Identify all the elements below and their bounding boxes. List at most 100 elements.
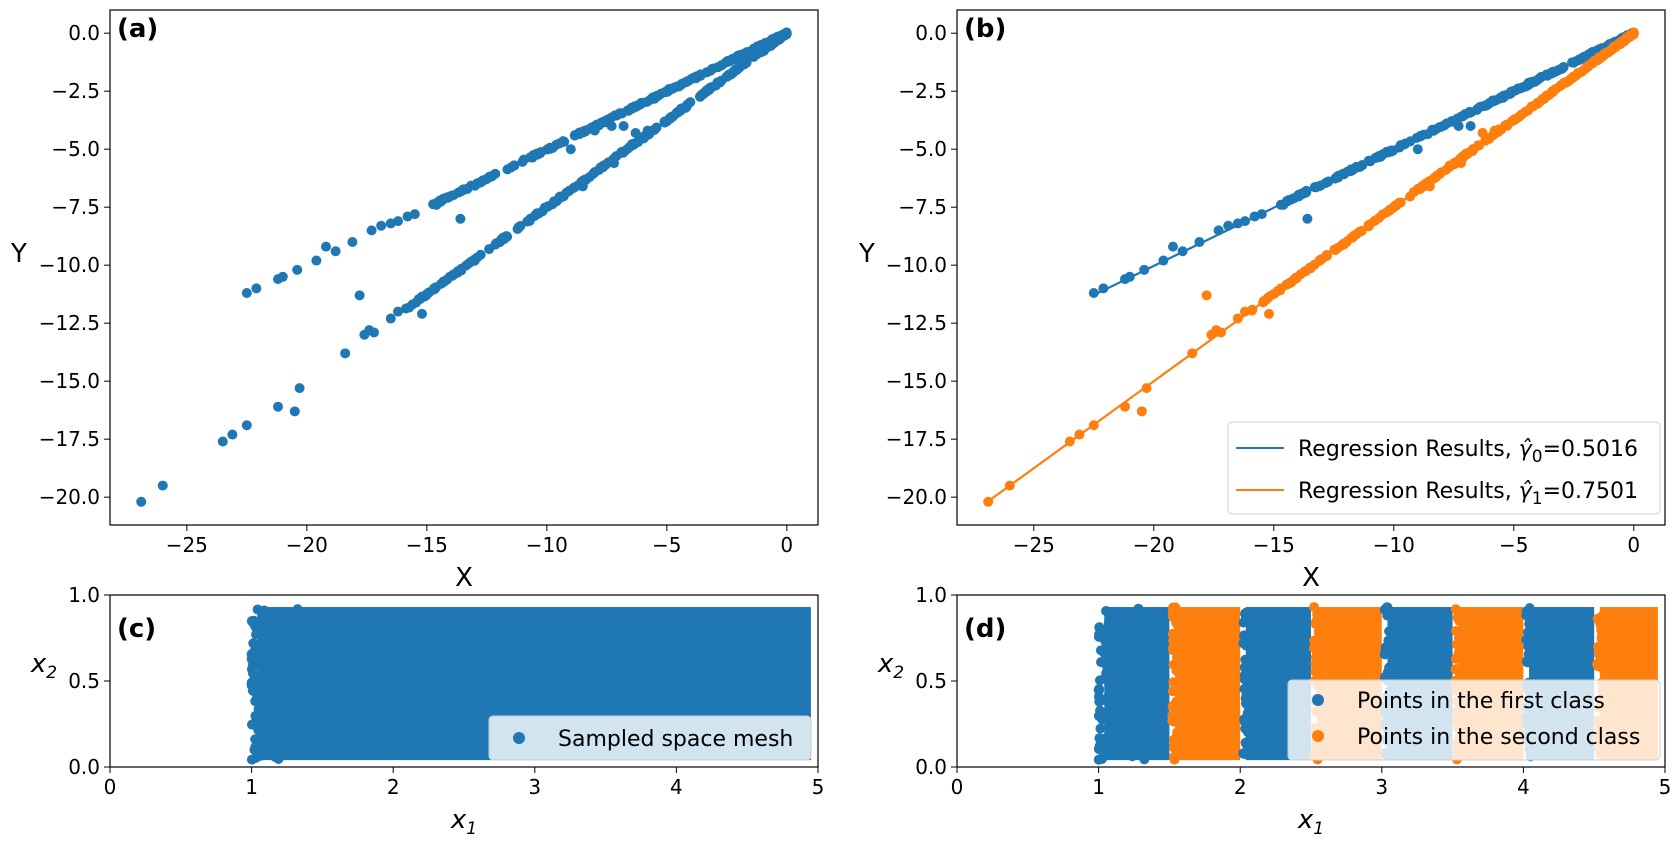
mesh-point bbox=[1171, 696, 1182, 707]
mesh-point bbox=[281, 748, 292, 759]
y-tick-label: −20.0 bbox=[886, 485, 947, 509]
y-tick-label: 0.0 bbox=[68, 21, 100, 45]
data-point bbox=[439, 276, 450, 287]
data-point bbox=[515, 221, 526, 232]
data-point bbox=[618, 120, 629, 131]
mesh-point bbox=[284, 658, 295, 669]
mesh-point bbox=[271, 686, 282, 697]
mesh-point bbox=[1454, 615, 1465, 626]
panel-d-label: (d) bbox=[964, 614, 1006, 644]
mesh-point bbox=[293, 669, 304, 680]
mesh-point bbox=[268, 708, 279, 719]
mesh-point bbox=[1131, 683, 1142, 694]
panel-a-xlabel: X bbox=[455, 563, 473, 593]
mesh-point bbox=[254, 674, 265, 685]
mesh-point bbox=[286, 636, 297, 647]
mesh-point bbox=[290, 644, 301, 655]
data-point bbox=[596, 162, 607, 173]
mesh-point bbox=[253, 645, 264, 656]
legend-entry-1: Points in the second class bbox=[1357, 725, 1640, 750]
data-point bbox=[1264, 308, 1274, 319]
data-point bbox=[1508, 86, 1519, 97]
panel-a-ylabel: Y bbox=[10, 239, 27, 269]
data-point bbox=[1348, 230, 1359, 241]
data-point bbox=[715, 77, 726, 88]
legend-entry-0-sub: 0 bbox=[1532, 447, 1543, 467]
mesh-point bbox=[1310, 652, 1321, 663]
data-point bbox=[1623, 31, 1634, 42]
data-point bbox=[664, 113, 675, 124]
mesh-point bbox=[259, 610, 270, 621]
data-point bbox=[1448, 159, 1459, 170]
y-tick-label: −12.5 bbox=[886, 311, 947, 335]
data-point bbox=[369, 327, 379, 338]
legend-box bbox=[1227, 421, 1661, 515]
mesh-point bbox=[1095, 723, 1106, 734]
mesh-point bbox=[1126, 631, 1137, 642]
mesh-point bbox=[1242, 708, 1253, 719]
data-point bbox=[1610, 40, 1621, 51]
legend-box bbox=[1287, 679, 1661, 761]
y-tick-label: −10.0 bbox=[39, 253, 100, 277]
panel-c-label: (c) bbox=[117, 614, 156, 644]
data-point bbox=[490, 239, 501, 250]
x-tick-label: 2 bbox=[387, 775, 400, 799]
mesh-point bbox=[1132, 727, 1143, 738]
data-point bbox=[1558, 62, 1569, 73]
panel-d-legend: Points in the first class Points in the … bbox=[1287, 679, 1661, 761]
data-point bbox=[629, 138, 640, 149]
mesh-point bbox=[251, 712, 262, 723]
data-point bbox=[385, 313, 396, 324]
mesh-point bbox=[270, 752, 281, 763]
mesh-point bbox=[288, 610, 299, 621]
data-point bbox=[1453, 120, 1464, 131]
data-point bbox=[606, 112, 617, 123]
mesh-point bbox=[1108, 664, 1119, 675]
mesh-point bbox=[1098, 742, 1109, 753]
mesh-point bbox=[1133, 603, 1144, 614]
data-point bbox=[1547, 87, 1558, 98]
mesh-point bbox=[1523, 649, 1534, 660]
mesh-point bbox=[277, 672, 288, 683]
y-tick-label: −10.0 bbox=[886, 253, 947, 277]
mesh-point bbox=[1094, 675, 1105, 686]
panel-a: −25 −20 −15 −10 −5 0 0.0 −2.5 −5.0 −7.5 −10.0 −12.5… bbox=[10, 9, 819, 593]
data-point bbox=[311, 255, 322, 266]
mesh-point bbox=[1453, 647, 1464, 658]
data-point bbox=[1465, 120, 1476, 131]
panel-a-ticks: −25 −20 −15 −10 −5 0 0.0 −2.5 −5.0 −7.5 −10.0 −12.5… bbox=[39, 21, 793, 557]
data-point bbox=[1260, 295, 1271, 306]
y-tick-label: −17.5 bbox=[39, 427, 100, 451]
data-point bbox=[1201, 290, 1212, 301]
x-tick-label: 0 bbox=[1627, 533, 1640, 557]
legend-entry-0-prefix: Regression Results, bbox=[1298, 437, 1519, 462]
data-point bbox=[1187, 348, 1198, 359]
data-point bbox=[1064, 436, 1075, 447]
y-tick-label: 0.0 bbox=[915, 755, 947, 779]
data-point bbox=[1120, 401, 1130, 412]
data-point bbox=[1412, 144, 1423, 155]
x-tick-label: −15 bbox=[1253, 533, 1295, 557]
data-point bbox=[157, 480, 168, 491]
data-point bbox=[707, 64, 718, 75]
mesh-point bbox=[1094, 629, 1105, 640]
data-point bbox=[463, 258, 474, 269]
data-point bbox=[569, 182, 580, 193]
data-point bbox=[695, 69, 706, 80]
data-point bbox=[1415, 130, 1426, 141]
y-tick-label: −17.5 bbox=[886, 427, 947, 451]
mesh-point bbox=[1170, 709, 1181, 720]
data-point bbox=[517, 156, 528, 167]
mesh-point bbox=[1384, 626, 1395, 637]
data-point bbox=[1526, 101, 1537, 112]
data-point bbox=[577, 181, 588, 192]
mesh-point bbox=[1450, 604, 1461, 615]
mesh-point bbox=[1523, 627, 1534, 638]
panel-b-ticks: −25 −20 −15 −10 −5 0 0.0 −2.5 −5.0 −7.5 −10.0 −12.5… bbox=[886, 21, 1640, 557]
mesh-point bbox=[1168, 645, 1179, 656]
data-point bbox=[701, 86, 712, 97]
y-tick-label: −15.0 bbox=[39, 369, 100, 393]
x-tick-label: 4 bbox=[1517, 775, 1530, 799]
data-point bbox=[438, 193, 449, 204]
mesh-point bbox=[255, 737, 266, 748]
